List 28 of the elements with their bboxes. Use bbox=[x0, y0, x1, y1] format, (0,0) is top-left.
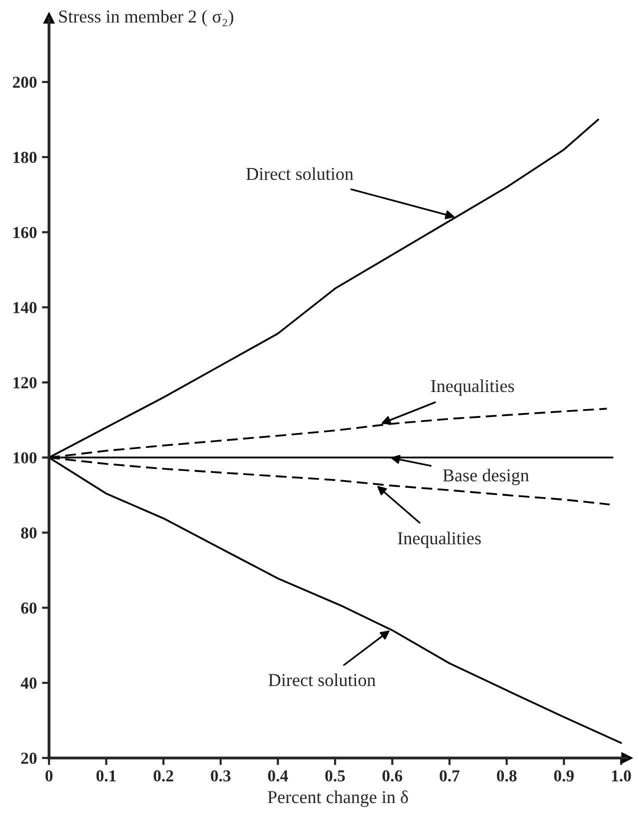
y-tick-label: 20 bbox=[21, 752, 37, 764]
x-tick-label: 0.6 bbox=[382, 770, 402, 782]
x-tick-label: 0.1 bbox=[96, 770, 116, 782]
y-tick-label: 140 bbox=[14, 302, 37, 314]
annotation: Direct solution bbox=[268, 673, 376, 686]
x-tick-label: 0 bbox=[45, 770, 53, 782]
x-tick-label: 0.5 bbox=[325, 770, 345, 782]
y-tick-label: 200 bbox=[12, 76, 37, 88]
annotation: Direct solution bbox=[246, 167, 354, 180]
x-axis-title: Percent change in δ bbox=[268, 790, 408, 807]
y-tick-label: 160 bbox=[14, 226, 37, 238]
x-tick-label: 1.0 bbox=[612, 770, 631, 782]
x-tick-label: 0.4 bbox=[268, 770, 288, 782]
y-tick-label: 100 bbox=[14, 452, 37, 464]
x-tick-label: 0.7 bbox=[440, 770, 460, 782]
annotation: Inequalities bbox=[431, 379, 514, 396]
x-tick-label: 0.9 bbox=[554, 770, 574, 782]
y-tick-label: 120 bbox=[14, 377, 37, 388]
x-tick-label: 0.3 bbox=[210, 770, 230, 782]
annotation: Base design bbox=[442, 468, 529, 486]
y-tick-label: 180 bbox=[14, 152, 37, 164]
y-tick-label: 40 bbox=[20, 678, 37, 689]
x-tick-label: 0.2 bbox=[154, 770, 174, 782]
y-axis-title: Stress in member 2 ( σ₂) bbox=[59, 10, 234, 26]
y-tick-label: 80 bbox=[21, 527, 37, 539]
y-tick-label: 60 bbox=[21, 602, 37, 614]
x-tick-label: 0.8 bbox=[496, 770, 517, 782]
annotation: Inequalities bbox=[398, 532, 481, 548]
